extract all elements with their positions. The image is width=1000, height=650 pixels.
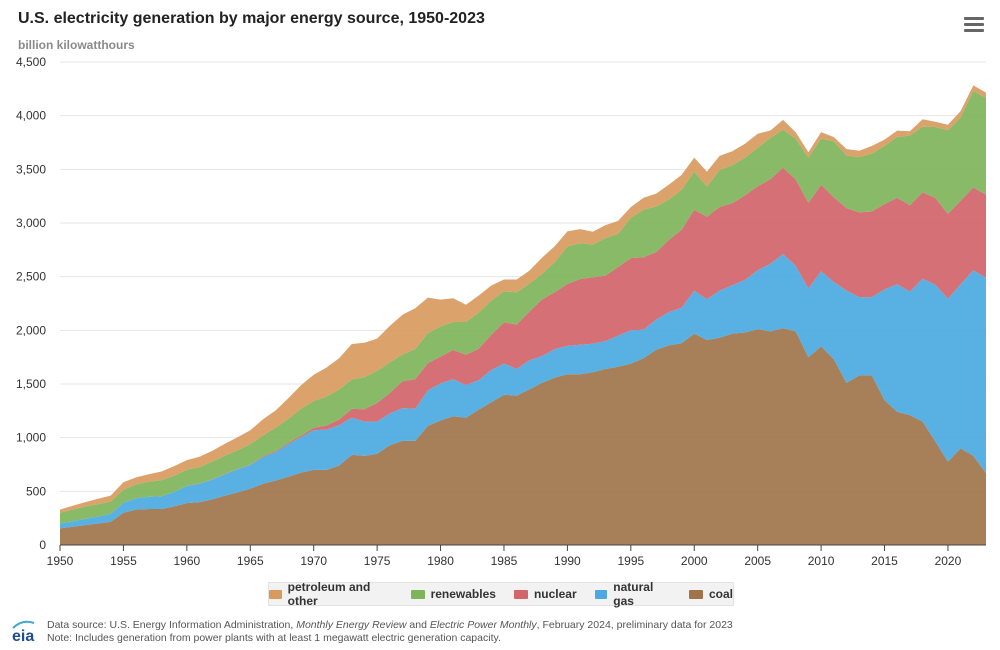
legend-item-petroleum[interactable]: petroleum and other [269, 580, 393, 608]
y-tick-label: 3,500 [16, 162, 46, 176]
x-tick-label: 2005 [744, 554, 771, 568]
legend-item-renewables[interactable]: renewables [410, 587, 496, 601]
y-tick-label: 0 [39, 538, 46, 552]
area-coal[interactable] [60, 328, 986, 545]
x-tick-label: 1965 [237, 554, 264, 568]
x-tick-label: 1980 [427, 554, 454, 568]
area-nuclear[interactable] [60, 167, 986, 524]
legend-label: petroleum and other [287, 580, 371, 608]
x-tick-label: 2000 [681, 554, 708, 568]
note-line: Note: Includes generation from power pla… [47, 631, 501, 644]
data-source-line: Data source: U.S. Energy Information Adm… [47, 619, 733, 631]
x-tick-label: 1950 [47, 554, 74, 568]
legend-swatch [688, 589, 703, 599]
chart-title: U.S. electricity generation by major ene… [18, 10, 485, 27]
x-tick-label: 1990 [554, 554, 581, 568]
x-tick-label: 2010 [808, 554, 835, 568]
svg-text:eia: eia [12, 628, 34, 644]
stacked-areas [60, 85, 986, 545]
y-tick-label: 4,500 [16, 55, 46, 69]
area-petroleum-and-other[interactable] [60, 85, 986, 513]
x-tick-label: 1985 [491, 554, 518, 568]
legend-label: renewables [430, 587, 496, 601]
hamburger-menu-icon[interactable] [964, 17, 984, 35]
chart-subtitle: billion kilowatthours [18, 38, 135, 52]
legend: petroleum and other renewables nuclear n… [268, 580, 734, 608]
x-tick-label: 1995 [617, 554, 644, 568]
footer-note: Data source: U.S. Energy Information Adm… [47, 619, 733, 644]
x-tick-label: 1970 [300, 554, 327, 568]
legend-label: coal [708, 587, 733, 601]
eia-logo-icon: eia [12, 620, 34, 644]
y-tick-label: 4,000 [16, 109, 46, 123]
y-axis: 0 500 1,000 1,500 2,000 2,500 3,000 3,500 4,000 4… [16, 55, 46, 552]
legend-swatch [410, 589, 425, 599]
x-tick-label: 1960 [173, 554, 200, 568]
area-natural-gas[interactable] [60, 254, 986, 529]
x-tick-label: 1955 [110, 554, 137, 568]
y-tick-label: 500 [26, 484, 46, 498]
y-tick-label: 1,000 [16, 431, 46, 445]
chart-area: 1950 1955 1960 1965 1970 1975 1980 1985 1990 1995… [16, 55, 986, 568]
legend-item-nuclear[interactable]: nuclear [513, 587, 577, 601]
y-tick-label: 3,000 [16, 216, 46, 230]
legend-item-coal[interactable]: coal [688, 587, 733, 601]
x-axis: 1950 1955 1960 1965 1970 1975 1980 1985 1990 1995… [47, 544, 986, 568]
legend-swatch [513, 589, 528, 599]
y-tick-label: 2,000 [16, 323, 46, 337]
area-renewables[interactable] [60, 90, 986, 524]
y-tick-label: 2,500 [16, 270, 46, 284]
legend-label: nuclear [533, 587, 577, 601]
legend-item-natural-gas[interactable]: natural gas [594, 580, 671, 608]
y-tick-label: 1,500 [16, 377, 46, 391]
x-tick-label: 2015 [871, 554, 898, 568]
legend-swatch [269, 589, 282, 599]
x-tick-label: 1975 [364, 554, 391, 568]
x-tick-label: 2020 [935, 554, 962, 568]
legend-swatch [594, 589, 608, 599]
legend-label: natural gas [613, 580, 654, 608]
